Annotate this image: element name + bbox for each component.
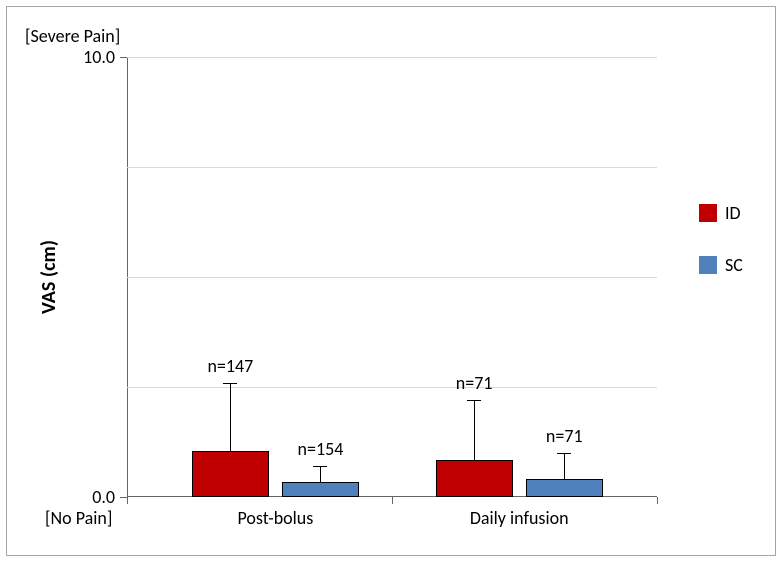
- n-label: n=154: [298, 438, 344, 460]
- error-bar: [320, 466, 321, 481]
- y-axis-label: VAS (cm): [37, 240, 61, 314]
- error-cap: [313, 466, 327, 467]
- y-tick-label: 10.0: [83, 46, 115, 68]
- gridline: [127, 57, 657, 58]
- legend-item: SC: [699, 254, 743, 276]
- x-tick: [392, 497, 393, 504]
- y-tick: [120, 497, 127, 498]
- error-cap: [557, 453, 571, 454]
- y-tick: [120, 57, 127, 58]
- error-bar: [564, 453, 565, 479]
- y-bottom-bracket-label: [No Pain]: [45, 507, 112, 529]
- x-tick-label: Daily infusion: [470, 507, 569, 529]
- error-bar: [230, 383, 231, 451]
- gridline: [127, 387, 657, 388]
- legend-item: ID: [699, 202, 743, 224]
- error-bar: [474, 400, 475, 459]
- gridline: [127, 167, 657, 168]
- bar: [192, 451, 269, 497]
- x-tick: [657, 497, 658, 504]
- chart-frame: 0.0 10.0 Post-bolus Daily infusion n=147 n=71…: [6, 6, 776, 556]
- y-tick-label: 0.0: [92, 486, 115, 508]
- bar: [526, 479, 603, 497]
- legend-swatch: [699, 256, 717, 274]
- n-label: n=71: [546, 425, 583, 447]
- error-cap: [467, 400, 481, 401]
- n-label: n=71: [456, 372, 493, 394]
- plot-area: 0.010.0Post-bolusDaily infusionn=147n=71…: [127, 57, 657, 497]
- legend: ID SC: [699, 202, 743, 306]
- error-cap: [223, 383, 237, 384]
- bar: [282, 482, 359, 497]
- legend-label: ID: [725, 202, 741, 224]
- y-top-bracket-label: [Severe Pain]: [25, 25, 120, 47]
- x-tick: [127, 497, 128, 504]
- legend-label: SC: [725, 254, 743, 276]
- n-label: n=147: [207, 355, 253, 377]
- bar: [436, 460, 513, 497]
- x-tick-label: Post-bolus: [237, 507, 313, 529]
- gridline: [127, 277, 657, 278]
- legend-swatch: [699, 204, 717, 222]
